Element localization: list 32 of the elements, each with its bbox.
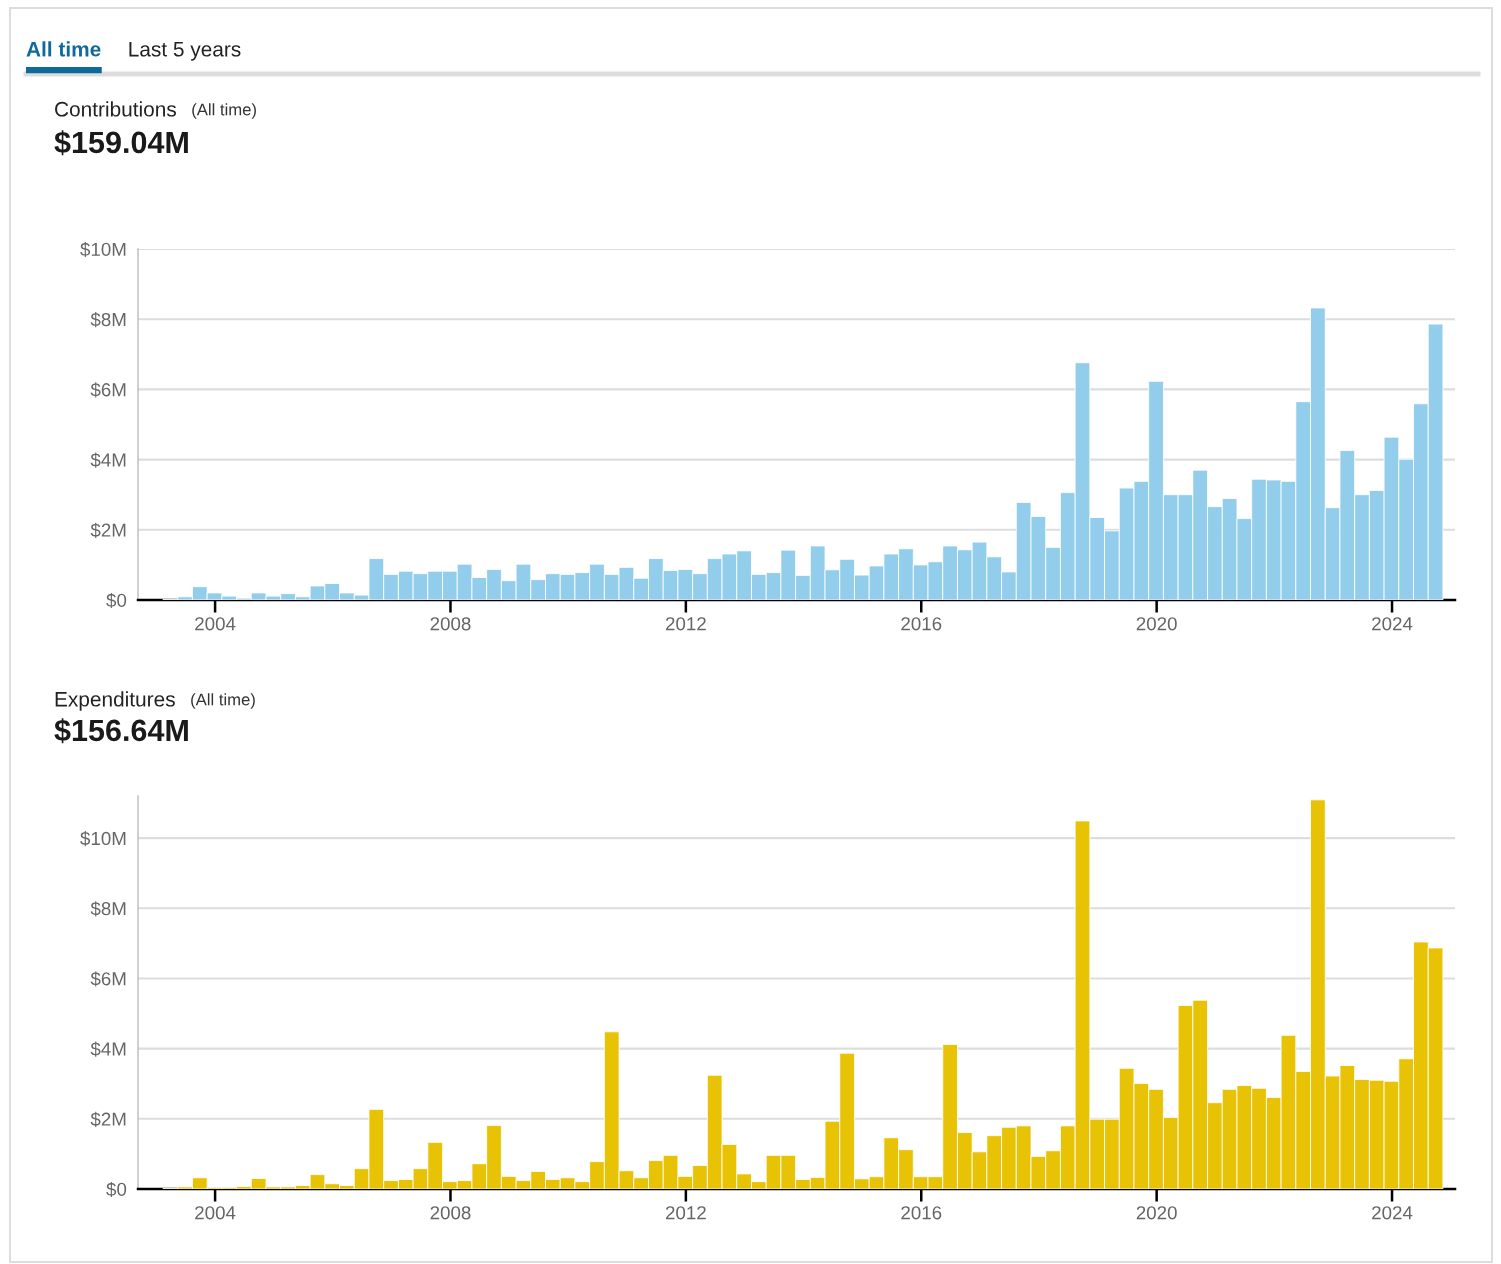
y-tick-label: $6M <box>90 382 126 398</box>
y-tick-label: $8M <box>90 901 126 917</box>
y-tick-label: $10M <box>80 241 126 258</box>
chart-subtitle: (All time) <box>191 693 255 709</box>
y-tick-label: $0 <box>106 1181 127 1198</box>
text: $156.64M <box>54 718 188 744</box>
x-tick-label: 2020 <box>1136 1206 1177 1220</box>
text: Last 5 years <box>129 42 241 61</box>
x-tick-label: 2004 <box>195 617 236 631</box>
y-tick-label: $4M <box>90 1041 126 1057</box>
x-tick-label: 2020 <box>1136 617 1177 631</box>
chart-title: Contributions <box>55 101 176 117</box>
y-tick-label: $6M <box>90 971 126 987</box>
text: $159.04M <box>54 130 188 156</box>
x-tick-label: 2024 <box>1372 617 1413 631</box>
x-tick-label: 2012 <box>665 1206 706 1220</box>
text: All time <box>26 41 101 57</box>
x-tick-label: 2008 <box>430 617 471 631</box>
y-tick-label: $2M <box>90 522 126 538</box>
chart-subtitle: (All time) <box>192 103 256 119</box>
chart-title: Expenditures <box>55 691 175 711</box>
x-tick-label: 2024 <box>1372 1206 1413 1220</box>
y-tick-label: $10M <box>80 831 126 847</box>
x-tick-label: 2008 <box>430 1206 471 1220</box>
x-tick-label: 2004 <box>195 1206 236 1220</box>
x-tick-label: 2012 <box>665 617 706 631</box>
y-tick-label: $2M <box>90 1111 126 1127</box>
x-tick-label: 2016 <box>901 617 942 631</box>
x-tick-label: 2016 <box>901 1206 942 1220</box>
y-tick-label: $8M <box>90 312 126 328</box>
y-tick-label: $4M <box>90 452 126 468</box>
y-tick-label: $0 <box>106 592 127 609</box>
